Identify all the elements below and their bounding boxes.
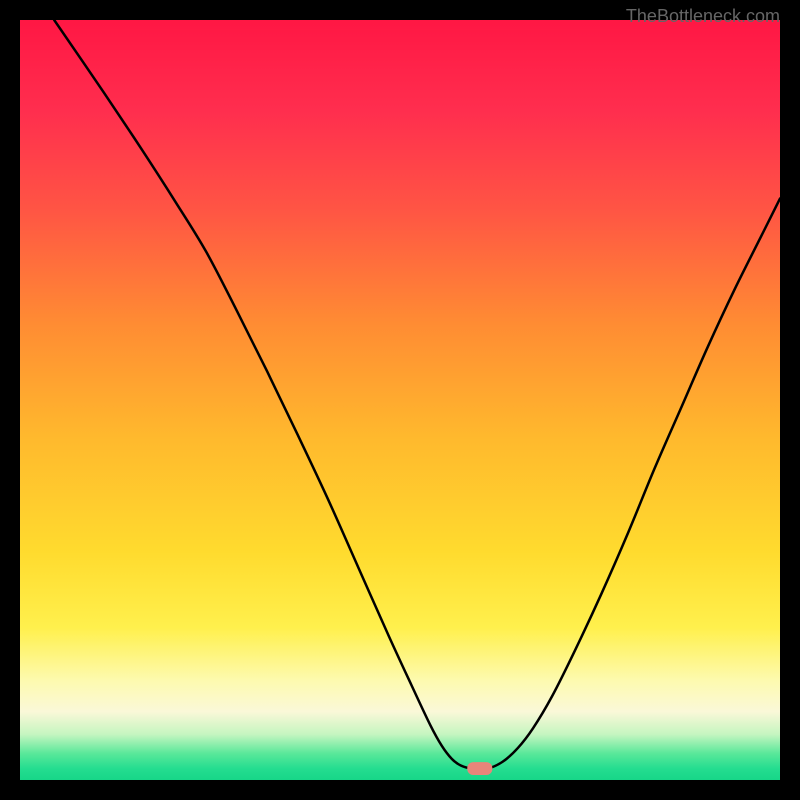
chart-svg (20, 20, 780, 780)
bottleneck-chart (20, 20, 780, 780)
optimal-point-marker (467, 762, 492, 775)
watermark-text: TheBottleneck.com (626, 6, 780, 27)
chart-background-gradient (20, 20, 780, 780)
